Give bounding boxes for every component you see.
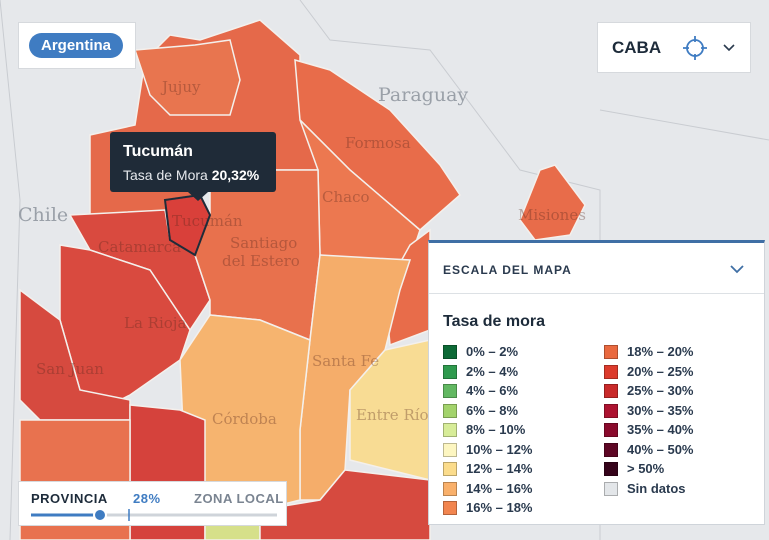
legend-swatch xyxy=(604,423,618,437)
legend-label: 30% – 35% xyxy=(627,402,694,418)
divider xyxy=(429,293,764,294)
province xyxy=(519,164,586,241)
legend-swatch xyxy=(443,462,457,476)
legend-swatch xyxy=(604,481,618,496)
map-label: Santiago xyxy=(230,234,297,252)
legend-label: 16% – 18% xyxy=(466,500,533,515)
legend-label: 0% – 2% xyxy=(466,344,519,359)
chevron[interactable] xyxy=(723,44,735,52)
legend-header[interactable]: ESCALA DEL MAPA xyxy=(443,263,572,277)
slider-handle[interactable] xyxy=(93,508,107,522)
map-label: Jujuy xyxy=(160,78,201,96)
legend-swatch xyxy=(443,364,457,379)
legend-swatch xyxy=(443,481,457,496)
slider-left-label[interactable]: PROVINCIA xyxy=(31,491,108,506)
legend-label: 18% – 20% xyxy=(627,344,694,359)
legend-label: 4% – 6% xyxy=(466,383,519,398)
slider-right-label[interactable]: ZONA LOCAL xyxy=(194,491,284,506)
legend-label: 12% – 14% xyxy=(466,461,533,476)
tooltip-title: Tucumán xyxy=(123,143,193,160)
legend-label: 14% – 16% xyxy=(466,480,533,496)
legend-swatch xyxy=(443,501,457,515)
map-label: Entre Ríos xyxy=(356,406,436,424)
level-slider: PROVINCIA 28% ZONA LOCAL xyxy=(18,481,287,526)
tooltip-row: Tasa de Mora 20,32% xyxy=(123,167,259,183)
legend-label: 2% – 4% xyxy=(466,363,519,379)
map-label: Chile xyxy=(18,204,68,226)
tooltip-value: 20,32% xyxy=(211,167,260,183)
map-label: Formosa xyxy=(345,134,411,152)
legend-swatch xyxy=(604,384,618,398)
legend-label: > 50% xyxy=(627,461,665,476)
locate-icon-cross xyxy=(683,36,707,60)
legend-title: Tasa de mora xyxy=(443,313,545,330)
slider-track xyxy=(31,508,277,522)
legend-swatch xyxy=(443,384,457,398)
legend-label: Sin datos xyxy=(627,480,686,496)
locate-icon[interactable] xyxy=(686,39,704,57)
country-badge[interactable]: Argentina xyxy=(29,33,124,58)
legend-swatch xyxy=(604,442,618,457)
map-label: Córdoba xyxy=(212,410,277,428)
tooltip: Tucumán Tasa de Mora 20,32% xyxy=(110,132,276,201)
map-label: San Juan xyxy=(36,360,104,378)
slider-value: 28% xyxy=(133,491,161,506)
legend-swatch xyxy=(443,345,457,359)
province xyxy=(133,39,241,116)
legend-label: 6% – 8% xyxy=(466,402,519,418)
legend-label: 8% – 10% xyxy=(466,422,526,437)
location-select[interactable]: CABA xyxy=(597,22,751,73)
map-label: del Estero xyxy=(222,252,300,270)
legend-chevron[interactable] xyxy=(727,259,747,279)
legend-label: 20% – 25% xyxy=(627,363,694,379)
tooltip-arrow xyxy=(188,192,208,201)
map-label: Misiones xyxy=(518,206,586,224)
country-box: Argentina xyxy=(18,22,136,69)
select-icons xyxy=(683,36,735,60)
legend-label: 35% – 40% xyxy=(627,422,694,437)
legend-label: 40% – 50% xyxy=(627,441,694,457)
legend-swatch xyxy=(443,423,457,437)
map-label: Chaco xyxy=(322,188,370,206)
tooltip-label: Tasa de Mora xyxy=(123,167,208,183)
legend-label: 25% – 30% xyxy=(627,383,694,398)
legend-swatch xyxy=(604,345,618,359)
map-label: Paraguay xyxy=(378,84,468,106)
legend-label: 10% – 12% xyxy=(466,441,533,457)
legend-swatch xyxy=(443,442,457,457)
legend: ESCALA DEL MAPA Tasa de mora 0% – 2% 2% –… xyxy=(428,240,765,525)
legend-swatch xyxy=(443,403,457,418)
map-label: La Rioja xyxy=(124,314,186,332)
map-label: Catamarca xyxy=(98,238,181,256)
map-label: Santa Fe xyxy=(312,352,379,370)
legend-swatch xyxy=(604,403,618,418)
legend-swatch xyxy=(604,364,618,379)
location-label: CABA xyxy=(612,38,662,57)
legend-swatch xyxy=(604,462,618,476)
